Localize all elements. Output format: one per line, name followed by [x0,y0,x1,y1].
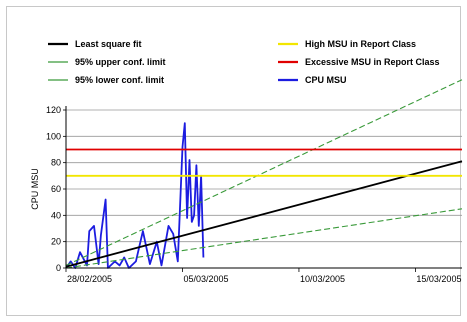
x-tick-label: 15/03/2005 [416,274,461,284]
legend: Least square fit High MSU in Report Class… [48,39,440,85]
x-tick-label: 28/02/2005 [67,274,112,284]
legend-label: Least square fit [75,39,142,49]
series-line-95-upper-conf-limit [65,79,463,266]
x-tick-label: 05/03/2005 [183,274,228,284]
legend-label: 95% upper conf. limit [75,57,166,67]
y-tick-label: 80 [51,158,61,168]
series-line-cpu-msu [65,122,205,269]
y-tick-label: 40 [51,210,61,220]
y-tick-label: 60 [51,184,61,194]
y-tick-label: 100 [46,131,61,141]
series-line-95-lower-conf-limit [65,208,463,269]
series-line-least-square-fit [65,160,463,268]
axes: 0 20 40 60 80 100 120 28/02/2005 05/03/2005 10/03… [46,105,462,284]
grid [66,109,462,243]
y-axis-title: CPU MSU [30,168,40,210]
y-tick-label: 20 [51,237,61,247]
series-group [65,79,463,269]
y-tick-label: 0 [56,263,61,273]
y-tick-label: 120 [46,105,61,115]
legend-label: Excessive MSU in Report Class [305,57,440,67]
legend-label: High MSU in Report Class [305,39,416,49]
legend-label: 95% lower conf. limit [75,75,164,85]
legend-label: CPU MSU [305,75,347,85]
x-tick-label: 10/03/2005 [300,274,345,284]
chart-frame [6,6,461,316]
